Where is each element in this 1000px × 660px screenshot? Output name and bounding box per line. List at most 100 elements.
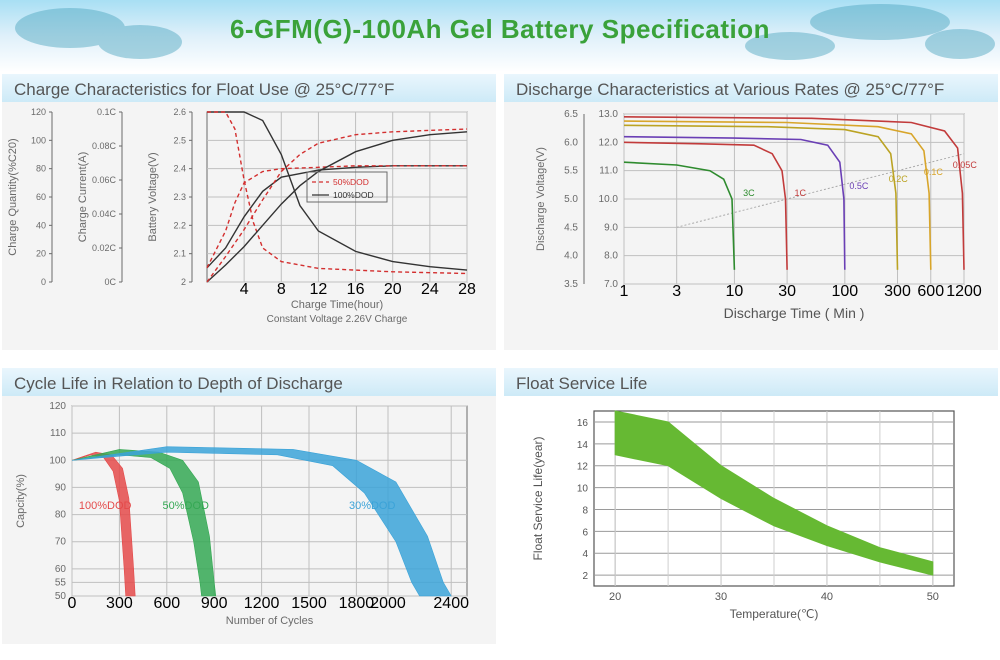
panel-grid: Charge Characteristics for Float Use @ 2… [0, 72, 1000, 656]
svg-text:0C: 0C [104, 277, 116, 287]
svg-text:100%DOD: 100%DOD [333, 190, 374, 200]
svg-text:4.0: 4.0 [564, 251, 578, 262]
svg-text:50%DOD: 50%DOD [333, 177, 369, 187]
svg-text:300: 300 [106, 595, 133, 612]
svg-text:2.3: 2.3 [173, 192, 186, 202]
svg-text:1500: 1500 [291, 595, 327, 612]
svg-text:0: 0 [41, 277, 46, 287]
svg-text:20: 20 [36, 249, 46, 259]
panel1-title: Charge Characteristics for Float Use @ 2… [2, 74, 496, 102]
svg-text:8: 8 [582, 505, 588, 516]
svg-text:50: 50 [55, 591, 67, 602]
svg-text:100: 100 [31, 135, 46, 145]
svg-text:1200: 1200 [946, 283, 982, 300]
svg-text:1800: 1800 [339, 595, 375, 612]
svg-text:28: 28 [458, 281, 476, 298]
svg-text:1: 1 [620, 283, 629, 300]
svg-text:2400: 2400 [433, 595, 469, 612]
svg-text:Charge Current(A): Charge Current(A) [77, 152, 89, 242]
svg-text:10.0: 10.0 [599, 194, 619, 205]
svg-text:16: 16 [577, 418, 589, 429]
svg-text:24: 24 [421, 281, 439, 298]
svg-text:Temperature(℃): Temperature(℃) [730, 607, 819, 621]
svg-text:12: 12 [310, 281, 328, 298]
svg-text:Discharge Voltage(V): Discharge Voltage(V) [535, 147, 547, 251]
svg-text:70: 70 [55, 537, 67, 548]
svg-text:900: 900 [201, 595, 228, 612]
svg-text:30: 30 [715, 591, 727, 603]
svg-text:2: 2 [582, 571, 588, 582]
svg-text:110: 110 [50, 428, 66, 439]
svg-text:0.06C: 0.06C [92, 175, 117, 185]
svg-text:Constant Voltage 2.26V Charge: Constant Voltage 2.26V Charge [267, 314, 408, 325]
svg-text:3: 3 [672, 283, 681, 300]
svg-text:30: 30 [778, 283, 796, 300]
svg-text:2.2: 2.2 [173, 220, 186, 230]
svg-text:Float Service Life(year): Float Service Life(year) [531, 436, 545, 560]
svg-text:0.02C: 0.02C [92, 243, 117, 253]
svg-text:2000: 2000 [370, 595, 406, 612]
svg-text:1C: 1C [794, 188, 806, 198]
svg-text:0.2C: 0.2C [889, 174, 909, 184]
svg-text:50%DOD: 50%DOD [163, 500, 210, 512]
svg-text:55: 55 [55, 577, 67, 588]
svg-text:30%DOD: 30%DOD [349, 500, 396, 512]
svg-text:0.1C: 0.1C [924, 167, 944, 177]
panel2-title: Discharge Characteristics at Various Rat… [504, 74, 998, 102]
svg-text:12: 12 [577, 462, 589, 473]
panel3-title: Cycle Life in Relation to Depth of Disch… [2, 368, 496, 396]
svg-text:14: 14 [577, 440, 589, 451]
svg-text:60: 60 [36, 192, 46, 202]
svg-text:120: 120 [31, 107, 46, 117]
svg-text:100: 100 [831, 283, 858, 300]
svg-text:0.1C: 0.1C [97, 107, 117, 117]
svg-text:40: 40 [36, 220, 46, 230]
svg-text:0.08C: 0.08C [92, 141, 117, 151]
svg-text:Number of Cycles: Number of Cycles [226, 615, 314, 627]
svg-text:8: 8 [277, 281, 286, 298]
panel-charge-characteristics: Charge Characteristics for Float Use @ 2… [2, 74, 496, 360]
svg-text:4.5: 4.5 [564, 222, 578, 233]
svg-text:6: 6 [582, 527, 588, 538]
svg-text:600: 600 [917, 283, 944, 300]
svg-text:2.4: 2.4 [173, 164, 186, 174]
svg-text:80: 80 [36, 164, 46, 174]
svg-text:40: 40 [821, 591, 833, 603]
panel-cycle-life: Cycle Life in Relation to Depth of Disch… [2, 368, 496, 654]
svg-text:50: 50 [927, 591, 939, 603]
svg-text:1200: 1200 [244, 595, 280, 612]
svg-text:2.5: 2.5 [173, 135, 186, 145]
svg-text:7.0: 7.0 [604, 279, 618, 290]
svg-text:2: 2 [181, 277, 186, 287]
svg-text:600: 600 [153, 595, 180, 612]
svg-text:3C: 3C [743, 188, 755, 198]
panel4-title: Float Service Life [504, 368, 998, 396]
svg-text:6.0: 6.0 [564, 137, 578, 148]
svg-text:4: 4 [240, 281, 249, 298]
svg-text:Charge Quantity(%C20): Charge Quantity(%C20) [7, 138, 19, 255]
svg-text:3.5: 3.5 [564, 279, 578, 290]
svg-text:Battery Voltage(V): Battery Voltage(V) [147, 152, 159, 241]
page-header: 6-GFM(G)-100Ah Gel Battery Specification [0, 0, 1000, 72]
svg-text:0.05C: 0.05C [953, 160, 978, 170]
svg-text:120: 120 [49, 401, 66, 412]
svg-text:Capcity(%): Capcity(%) [15, 474, 27, 528]
svg-text:0: 0 [68, 595, 77, 612]
svg-text:5.0: 5.0 [564, 194, 578, 205]
svg-text:80: 80 [55, 510, 67, 521]
svg-text:10: 10 [577, 484, 589, 495]
svg-text:5.5: 5.5 [564, 166, 578, 177]
svg-text:100: 100 [49, 455, 66, 466]
svg-text:90: 90 [55, 482, 67, 493]
svg-text:4: 4 [582, 549, 588, 560]
svg-text:9.0: 9.0 [604, 222, 618, 233]
svg-text:0.04C: 0.04C [92, 209, 117, 219]
svg-text:60: 60 [55, 564, 67, 575]
svg-text:6.5: 6.5 [564, 109, 578, 120]
svg-text:8.0: 8.0 [604, 251, 618, 262]
svg-text:2.1: 2.1 [173, 249, 186, 259]
svg-text:Discharge Time ( Min ): Discharge Time ( Min ) [724, 305, 865, 321]
svg-text:100%DOD: 100%DOD [79, 500, 132, 512]
panel-float-service-life: Float Service Life 20304050246810121416F… [504, 368, 998, 654]
svg-text:13.0: 13.0 [599, 109, 619, 120]
